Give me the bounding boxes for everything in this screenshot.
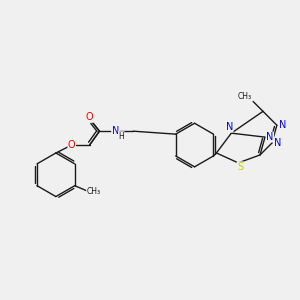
Text: N: N xyxy=(226,122,233,132)
Text: O: O xyxy=(86,112,93,122)
Text: O: O xyxy=(68,140,76,150)
Text: CH₃: CH₃ xyxy=(238,92,252,101)
Text: N: N xyxy=(279,120,286,130)
Text: CH₃: CH₃ xyxy=(86,187,100,196)
Text: N: N xyxy=(112,126,119,136)
Text: H: H xyxy=(118,132,124,141)
Text: N: N xyxy=(266,132,274,142)
Text: S: S xyxy=(237,162,243,172)
Text: N: N xyxy=(274,138,281,148)
